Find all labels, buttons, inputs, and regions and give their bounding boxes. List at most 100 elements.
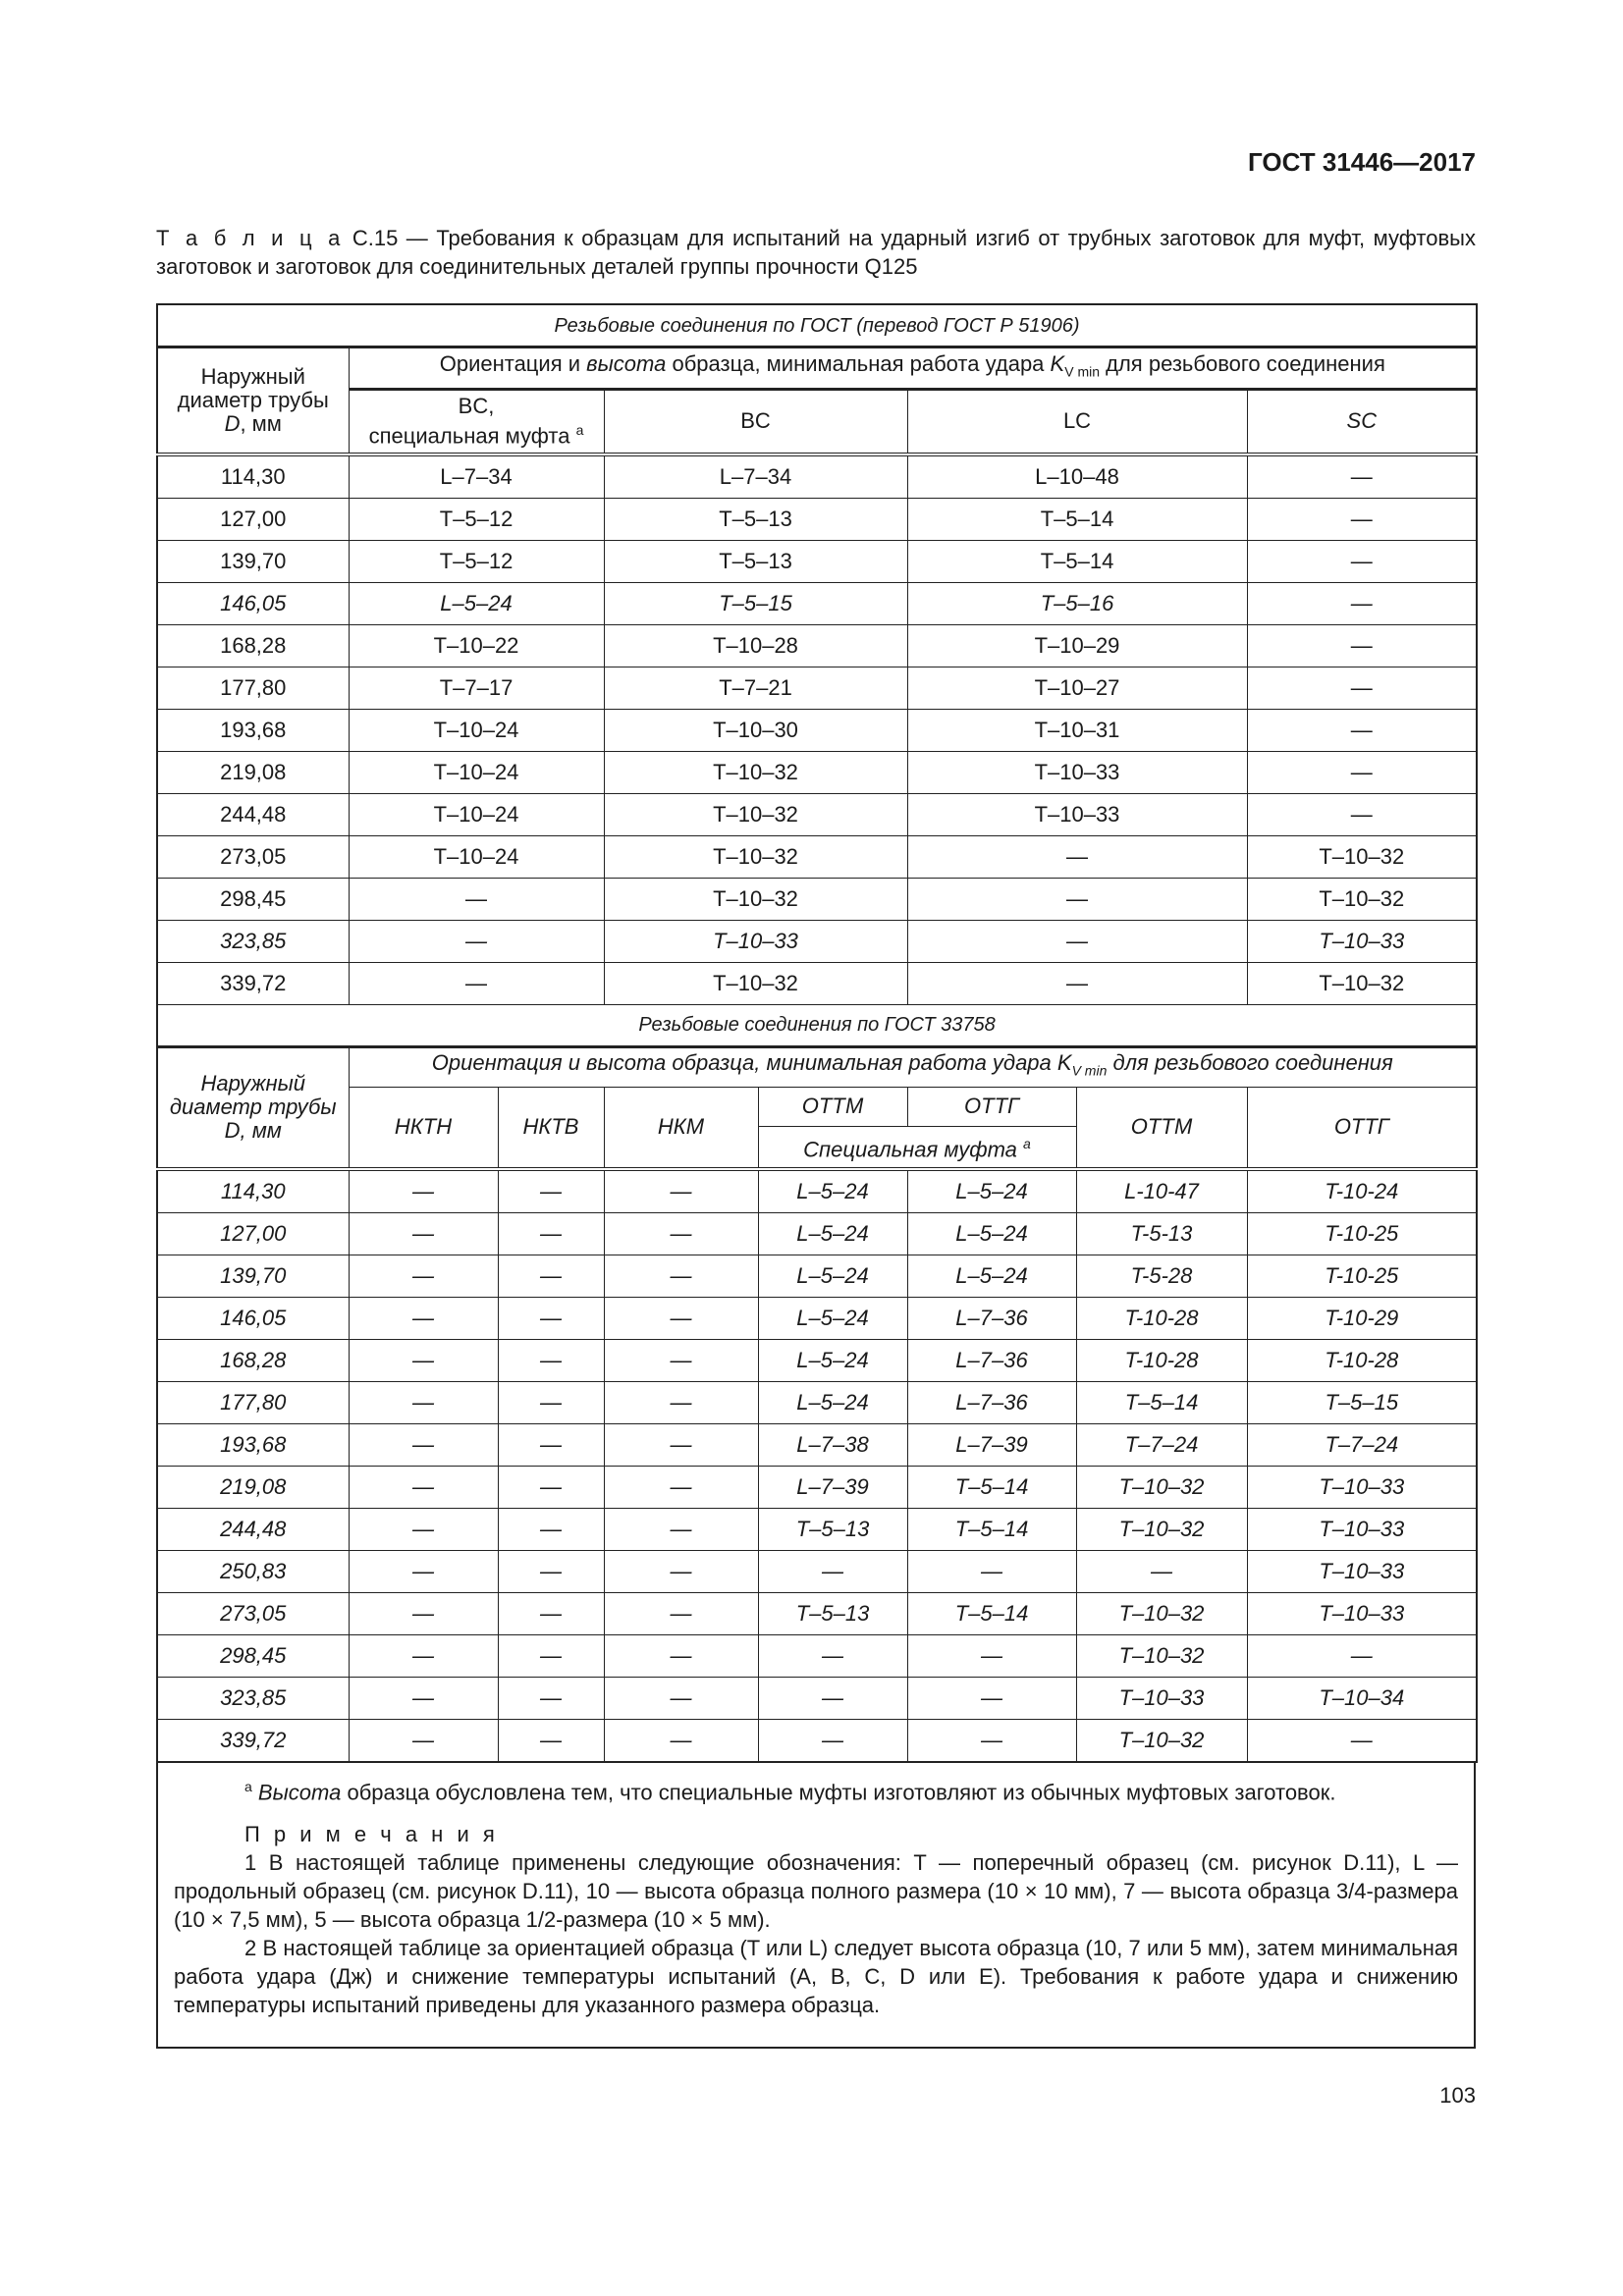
cell-value: T–5–14 xyxy=(906,1591,1077,1635)
cell-value: — xyxy=(497,1338,605,1382)
cell-value: T-10-25 xyxy=(1246,1254,1478,1298)
cell-value: T–10–33 xyxy=(603,919,908,963)
page-number: 103 xyxy=(1439,2083,1476,2108)
section-title-1: Резьбовые соединения по ГОСТ (перевод ГО… xyxy=(156,303,1478,348)
table-row: 193,68 T–10–24 T–10–30 T–10–31— xyxy=(156,708,1478,752)
cell-value: T–10–32 xyxy=(603,877,908,921)
cell-value: L–5–24 xyxy=(757,1166,908,1213)
cell-value: — xyxy=(757,1633,908,1678)
footnote-a: a Высота образца обусловлена тем, что сп… xyxy=(244,1779,1336,1805)
cell-value: T–10–33 xyxy=(1246,1549,1478,1593)
cell-value: — xyxy=(497,1166,605,1213)
table-row: 339,72— T–10–32— T–10–32 xyxy=(156,961,1478,1005)
section-title-2: Резьбовые соединения по ГОСТ 33758 xyxy=(156,1003,1478,1048)
cell-diameter: 219,08 xyxy=(156,1465,350,1509)
caption-text: С.15 — Требования к образцам для испытан… xyxy=(156,226,1476,279)
cell-value: — xyxy=(348,1676,499,1720)
cell-value: — xyxy=(348,961,605,1005)
cell-value: — xyxy=(1246,1633,1478,1678)
cell-diameter: 146,05 xyxy=(156,581,350,625)
cell-value: T-10-25 xyxy=(1246,1211,1478,1255)
cell-value: — xyxy=(906,1718,1077,1762)
cell-value: — xyxy=(603,1507,759,1551)
header-group-2: Ориентация и высота образца, минимальная… xyxy=(348,1045,1478,1088)
cell-value: — xyxy=(757,1718,908,1762)
cell-diameter: 219,08 xyxy=(156,750,350,794)
cell-value: — xyxy=(906,1549,1077,1593)
cell-value: T–10–22 xyxy=(348,623,605,667)
table-row: 298,45— — — — — T–10–32— xyxy=(156,1633,1478,1678)
cell-diameter: 168,28 xyxy=(156,623,350,667)
column-header-2: BC xyxy=(603,389,908,455)
cell-value: — xyxy=(906,1676,1077,1720)
column-header-5: ОТТГ xyxy=(906,1086,1077,1127)
cell-value: T-10-29 xyxy=(1246,1296,1478,1340)
cell-diameter: 193,68 xyxy=(156,1422,350,1467)
cell-value: — xyxy=(1246,623,1478,667)
cell-value: — xyxy=(348,1422,499,1467)
cell-value: — xyxy=(348,1211,499,1255)
cell-value: — xyxy=(603,1211,759,1255)
table-row: 168,28— — — L–5–24 L–7–36 T-10-28 T-10-28 xyxy=(156,1338,1478,1382)
table-row: 177,80— — — L–5–24 L–7–36 T–5–14 T–5–15 xyxy=(156,1380,1478,1424)
cell-value: — xyxy=(1246,750,1478,794)
cell-value: L–5–24 xyxy=(757,1338,908,1382)
cell-value: T–10–33 xyxy=(1246,1591,1478,1635)
cell-value: — xyxy=(348,1549,499,1593)
cell-value: — xyxy=(757,1549,908,1593)
cell-value: T–10–33 xyxy=(906,750,1248,794)
cell-value: L–7–36 xyxy=(906,1338,1077,1382)
cell-value: — xyxy=(348,1633,499,1678)
table-row: 114,30— — — L–5–24 L–5–24 L-10-47 T-10-24 xyxy=(156,1166,1478,1213)
cell-value: — xyxy=(1246,666,1478,710)
cell-value: T–7–24 xyxy=(1075,1422,1248,1467)
table-row: 146,05 L–5–24 T–5–15 T–5–16— xyxy=(156,581,1478,625)
cell-value: — xyxy=(603,1549,759,1593)
cell-value: L–7–39 xyxy=(757,1465,908,1509)
cell-value: — xyxy=(497,1718,605,1762)
cell-diameter: 146,05 xyxy=(156,1296,350,1340)
cell-value: — xyxy=(1246,452,1478,499)
cell-value: — xyxy=(603,1633,759,1678)
cell-value: — xyxy=(497,1465,605,1509)
table-row: 127,00 T–5–12 T–5–13 T–5–14— xyxy=(156,497,1478,541)
cell-value: T–10–28 xyxy=(603,623,908,667)
cell-value: T–5–14 xyxy=(906,539,1248,583)
cell-value: T–5–13 xyxy=(757,1507,908,1551)
cell-value: T–10–24 xyxy=(348,750,605,794)
cell-value: T–10–32 xyxy=(603,834,908,879)
cell-value: L–7–39 xyxy=(906,1422,1077,1467)
table-row: 298,45— T–10–32— T–10–32 xyxy=(156,877,1478,921)
table-row: 127,00— — — L–5–24 L–5–24 T-5-13 T-10-25 xyxy=(156,1211,1478,1255)
cell-value: — xyxy=(603,1296,759,1340)
cell-value: L–7–38 xyxy=(757,1422,908,1467)
cell-value: — xyxy=(906,877,1248,921)
column-header-2: НКТВ xyxy=(497,1086,605,1169)
cell-value: T–7–17 xyxy=(348,666,605,710)
cell-value: T–10–32 xyxy=(1075,1465,1248,1509)
table-row: 323,85— — — — — T–10–33 T–10–34 xyxy=(156,1676,1478,1720)
cell-value: — xyxy=(603,1465,759,1509)
cell-value: L–7–34 xyxy=(348,452,605,499)
cell-value: T–10–24 xyxy=(348,708,605,752)
cell-value: T–10–30 xyxy=(603,708,908,752)
cell-value: — xyxy=(603,1166,759,1213)
cell-value: T–10–32 xyxy=(603,961,908,1005)
cell-value: T–7–21 xyxy=(603,666,908,710)
cell-value: — xyxy=(348,877,605,921)
cell-value: L–5–24 xyxy=(906,1211,1077,1255)
cell-value: — xyxy=(348,1718,499,1762)
column-header-3: НКМ xyxy=(603,1086,759,1169)
cell-value: T–5–14 xyxy=(906,1465,1077,1509)
cell-diameter: 250,83 xyxy=(156,1549,350,1593)
requirements-table: Резьбовые соединения по ГОСТ (перевод ГО… xyxy=(156,303,1479,1763)
cell-value: T-10-28 xyxy=(1075,1296,1248,1340)
cell-value: T–10–31 xyxy=(906,708,1248,752)
cell-value: L–10–48 xyxy=(906,452,1248,499)
cell-value: — xyxy=(1246,539,1478,583)
cell-value: — xyxy=(348,1166,499,1213)
cell-value: T–10–27 xyxy=(906,666,1248,710)
cell-value: T–10–32 xyxy=(1075,1718,1248,1762)
cell-value: T–5–14 xyxy=(906,1507,1077,1551)
cell-value: L–5–24 xyxy=(906,1254,1077,1298)
